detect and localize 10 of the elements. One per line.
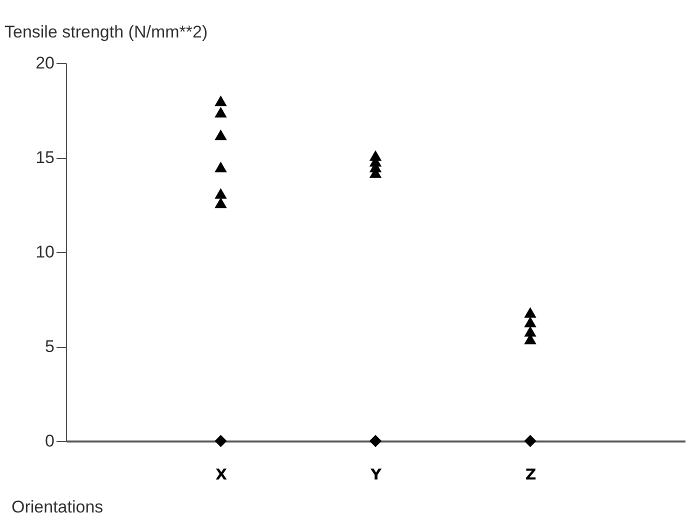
x-tick-label: X (215, 466, 228, 484)
y-tick-label: 0 (45, 432, 54, 450)
x-tick-label: Z (525, 466, 536, 484)
y-axis-title: Tensile strength (N/mm**2) (4, 22, 208, 42)
y-tick-label: 5 (45, 337, 54, 356)
y-tick-label: 15 (36, 148, 54, 167)
y-tick-label: 10 (36, 242, 54, 262)
x-axis-title: Orientations (12, 498, 104, 516)
x-tick-label: Y (370, 466, 383, 484)
y-tick-label: 20 (36, 54, 54, 72)
